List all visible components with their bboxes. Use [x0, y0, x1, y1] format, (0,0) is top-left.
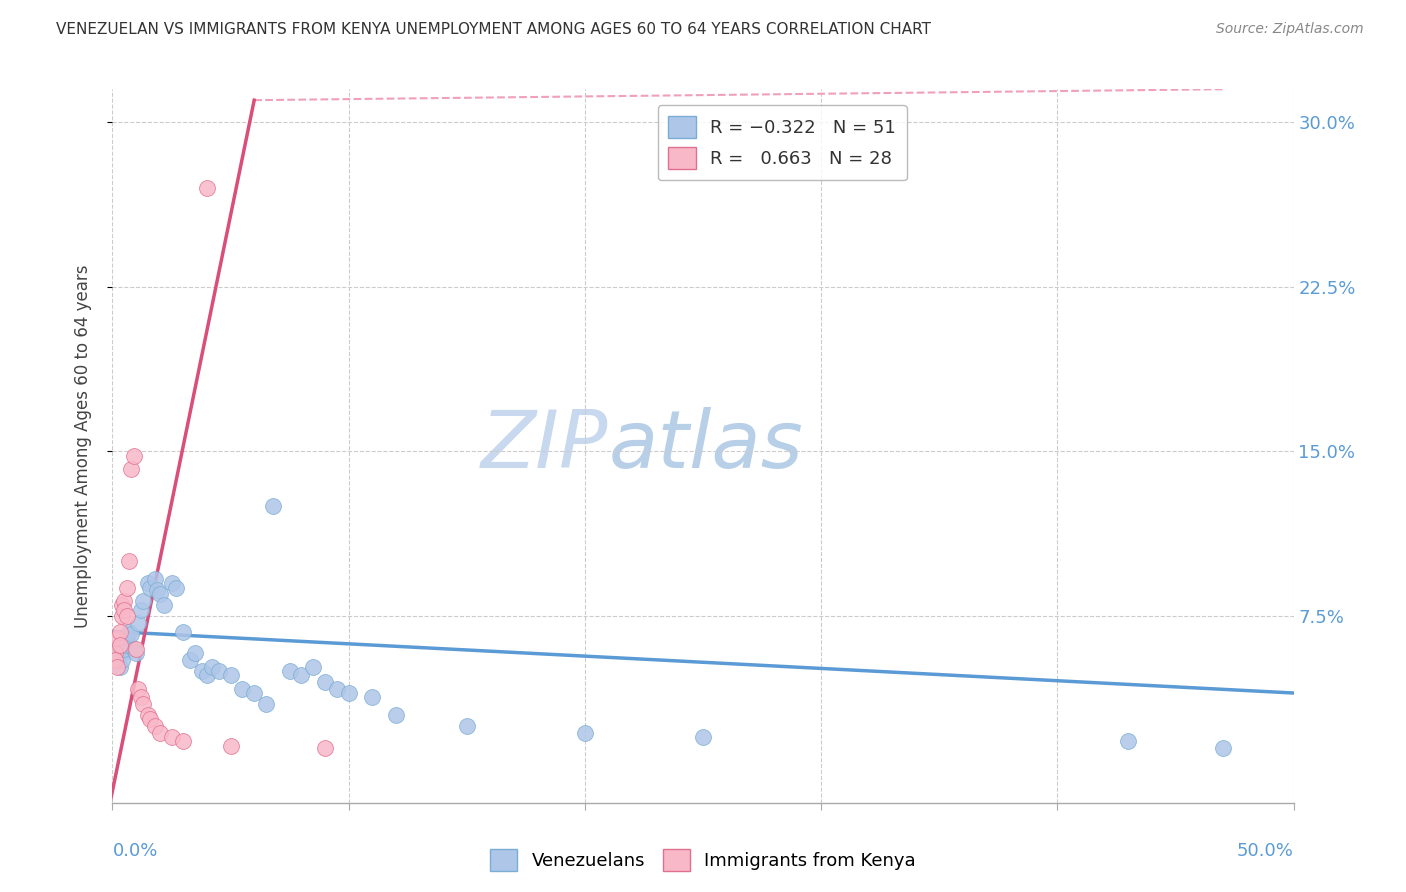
Point	[337, 686, 360, 700]
Point	[219, 739, 242, 753]
Point	[143, 719, 166, 733]
Point	[132, 594, 155, 608]
Point	[120, 626, 142, 640]
Y-axis label: Unemployment Among Ages 60 to 64 years: Unemployment Among Ages 60 to 64 years	[73, 264, 91, 628]
Point	[108, 659, 131, 673]
Point	[104, 642, 127, 657]
Point	[139, 581, 162, 595]
Point	[111, 653, 134, 667]
Point	[385, 708, 408, 723]
Point	[149, 587, 172, 601]
Point	[219, 668, 242, 682]
Text: 0.0%: 0.0%	[112, 842, 157, 860]
Text: ZIP: ZIP	[481, 407, 609, 485]
Text: atlas: atlas	[609, 407, 803, 485]
Point	[314, 675, 336, 690]
Point	[1116, 734, 1139, 748]
Legend: Venezuelans, Immigrants from Kenya: Venezuelans, Immigrants from Kenya	[482, 842, 924, 879]
Point	[118, 554, 141, 568]
Point	[112, 594, 135, 608]
Point	[105, 659, 128, 673]
Point	[179, 653, 201, 667]
Point	[184, 647, 207, 661]
Point	[105, 647, 128, 661]
Point	[139, 712, 162, 726]
Point	[172, 624, 194, 639]
Point	[314, 740, 336, 755]
Point	[326, 681, 349, 696]
Point	[118, 624, 141, 639]
Point	[111, 609, 134, 624]
Point	[262, 500, 284, 514]
Point	[125, 647, 148, 661]
Point	[191, 664, 214, 678]
Point	[1212, 740, 1234, 755]
Point	[115, 581, 138, 595]
Point	[136, 708, 159, 723]
Point	[122, 642, 145, 657]
Text: 50.0%: 50.0%	[1237, 842, 1294, 860]
Point	[129, 690, 152, 705]
Point	[208, 664, 231, 678]
Point	[278, 664, 301, 678]
Point	[160, 576, 183, 591]
Point	[112, 642, 135, 657]
Point	[165, 581, 187, 595]
Point	[132, 697, 155, 711]
Legend: R = −0.322   N = 51, R =   0.663   N = 28: R = −0.322 N = 51, R = 0.663 N = 28	[658, 105, 907, 180]
Point	[127, 615, 149, 630]
Text: VENEZUELAN VS IMMIGRANTS FROM KENYA UNEMPLOYMENT AMONG AGES 60 TO 64 YEARS CORRE: VENEZUELAN VS IMMIGRANTS FROM KENYA UNEM…	[56, 22, 931, 37]
Point	[146, 582, 169, 597]
Point	[125, 642, 148, 657]
Point	[302, 659, 325, 673]
Point	[574, 725, 596, 739]
Point	[108, 638, 131, 652]
Point	[108, 624, 131, 639]
Point	[108, 642, 131, 657]
Point	[115, 631, 138, 645]
Point	[111, 647, 134, 661]
Point	[290, 668, 312, 682]
Point	[105, 653, 128, 667]
Point	[692, 730, 714, 744]
Point	[129, 602, 152, 616]
Point	[122, 449, 145, 463]
Point	[456, 719, 478, 733]
Point	[172, 734, 194, 748]
Point	[120, 462, 142, 476]
Point	[160, 730, 183, 744]
Point	[112, 635, 135, 649]
Point	[254, 697, 277, 711]
Point	[143, 572, 166, 586]
Point	[243, 686, 266, 700]
Point	[153, 598, 176, 612]
Point	[195, 181, 218, 195]
Point	[149, 725, 172, 739]
Point	[127, 681, 149, 696]
Text: Source: ZipAtlas.com: Source: ZipAtlas.com	[1216, 22, 1364, 37]
Point	[361, 690, 384, 705]
Point	[112, 602, 135, 616]
Point	[231, 681, 253, 696]
Point	[201, 659, 224, 673]
Point	[136, 576, 159, 591]
Point	[115, 609, 138, 624]
Point	[104, 647, 127, 661]
Point	[115, 638, 138, 652]
Point	[104, 653, 127, 667]
Point	[111, 598, 134, 612]
Point	[195, 668, 218, 682]
Point	[105, 631, 128, 645]
